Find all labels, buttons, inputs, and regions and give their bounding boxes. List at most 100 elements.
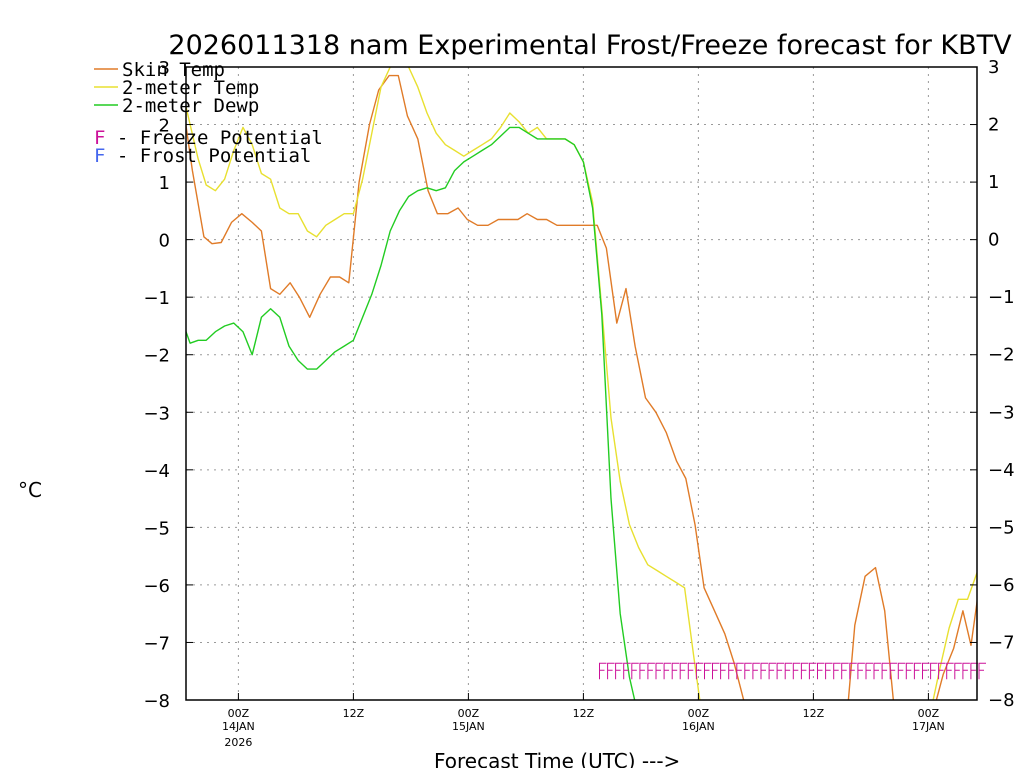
freeze-marker [615,662,623,680]
freeze-marker [930,662,938,680]
y-tick-label-left: −5 [143,518,170,539]
freeze-marker [623,662,631,680]
series-line-2-meter-temp [186,67,977,700]
x-axis-label: Forecast Time (UTC) ---> [434,749,680,768]
y-tick-label-left: −4 [143,461,170,482]
freeze-marker [679,662,688,680]
freeze-marker [841,662,849,680]
y-tick-label-right: −2 [988,345,1015,366]
x-tick-date: 14JAN [222,720,255,733]
freeze-marker [954,662,962,680]
freeze-marker [792,662,801,680]
freeze-marker [752,662,760,680]
y-tick-label-left: −1 [143,288,170,309]
freeze-marker [970,662,978,680]
x-tick-label: 12Z [343,707,365,720]
freeze-marker [768,662,777,680]
y-tick-label-left: 2 [159,116,170,137]
freeze-marker [631,662,639,680]
freeze-marker [962,662,970,680]
legend-note-letter: F [94,145,105,167]
freeze-marker [881,662,890,680]
freeze-marker [905,662,914,680]
freeze-marker [946,662,954,680]
plot-frame [185,66,978,701]
y-tick-label-right: 0 [988,230,999,251]
y-tick-label-left: −3 [143,403,170,424]
x-tick-date: 16JAN [682,720,715,733]
y-tick-label-right: −5 [988,517,1015,538]
freeze-marker [671,662,680,680]
y-tick-label-left: −7 [143,633,170,654]
freeze-marker [833,662,841,680]
y-tick-label-left: 0 [159,231,170,252]
x-tick-year: 2026 [224,736,252,749]
legend-label: 2-meter Dewp [122,95,259,117]
freeze-marker [857,662,865,680]
freeze-marker [784,662,793,680]
freeze-marker [800,662,809,680]
legend-note-text: - Frost Potential [105,145,311,167]
y-tick-label-right: −6 [988,575,1015,596]
freeze-marker [922,662,930,680]
legend-label: Skin Temp [122,59,225,81]
freeze-marker [897,662,906,680]
freeze-marker [760,662,768,680]
freeze-marker [647,662,655,680]
freeze-marker [913,662,922,680]
freeze-marker [655,662,663,680]
x-tick-label: 00Z [688,707,710,720]
x-tick-label: 12Z [803,707,825,720]
freeze-marker [599,662,607,680]
legend-label: 2-meter Temp [122,77,259,99]
y-tick-label-left: 3 [159,58,170,79]
freeze-marker [817,662,825,680]
y-tick-label-right: −7 [988,632,1015,653]
series-line-2-meter-dewp [186,126,636,700]
freeze-marker [744,662,752,680]
y-tick-label-left: −8 [143,691,170,712]
series-line-skin-temp [186,74,977,700]
freeze-marker [663,662,672,680]
freeze-marker [849,662,857,680]
y-axis-label: °C [18,478,42,502]
freeze-marker [720,662,728,680]
freeze-marker [938,662,946,680]
y-tick-label-right: 1 [988,172,999,193]
x-tick-date: 17JAN [912,720,945,733]
freeze-marker-layer [599,662,986,680]
series-layer [186,67,977,700]
freeze-marker [736,662,744,680]
y-axis: 3 3 2 2 1 1 0 0 −1 −1 −2 −2 −3 −3 −4 −4 −5 −5 −6 −6 −7 −7 −8 −8 [143,57,1014,712]
legend-note: F - Frost Potential [94,145,311,167]
freeze-marker [695,662,704,680]
freeze-marker [978,662,986,680]
y-tick-label-right: −1 [988,287,1015,308]
legend-note: F - Freeze Potential [94,127,323,149]
x-tick-label: 00Z [228,707,250,720]
y-tick-label-right: 3 [988,57,999,78]
freeze-marker [776,662,785,680]
freeze-marker [873,662,881,680]
freeze-marker [808,662,817,680]
freeze-marker [639,662,647,680]
freeze-marker [825,662,833,680]
freeze-marker [865,662,873,680]
y-tick-label-right: −3 [988,402,1015,423]
y-tick-label-left: −2 [143,346,170,367]
freeze-marker [712,662,720,680]
x-tick-label: 00Z [918,707,940,720]
y-tick-label-left: 1 [159,173,170,194]
y-tick-label-left: −6 [143,576,170,597]
y-tick-label-right: −4 [988,460,1015,481]
legend-note-letter: F [94,127,105,149]
freeze-marker [704,662,712,680]
y-tick-label-right: 2 [988,115,999,136]
legend-note-text: - Freeze Potential [105,127,322,149]
x-tick-date: 15JAN [452,720,485,733]
y-tick-label-right: −8 [988,690,1015,711]
x-tick-label: 00Z [458,707,480,720]
